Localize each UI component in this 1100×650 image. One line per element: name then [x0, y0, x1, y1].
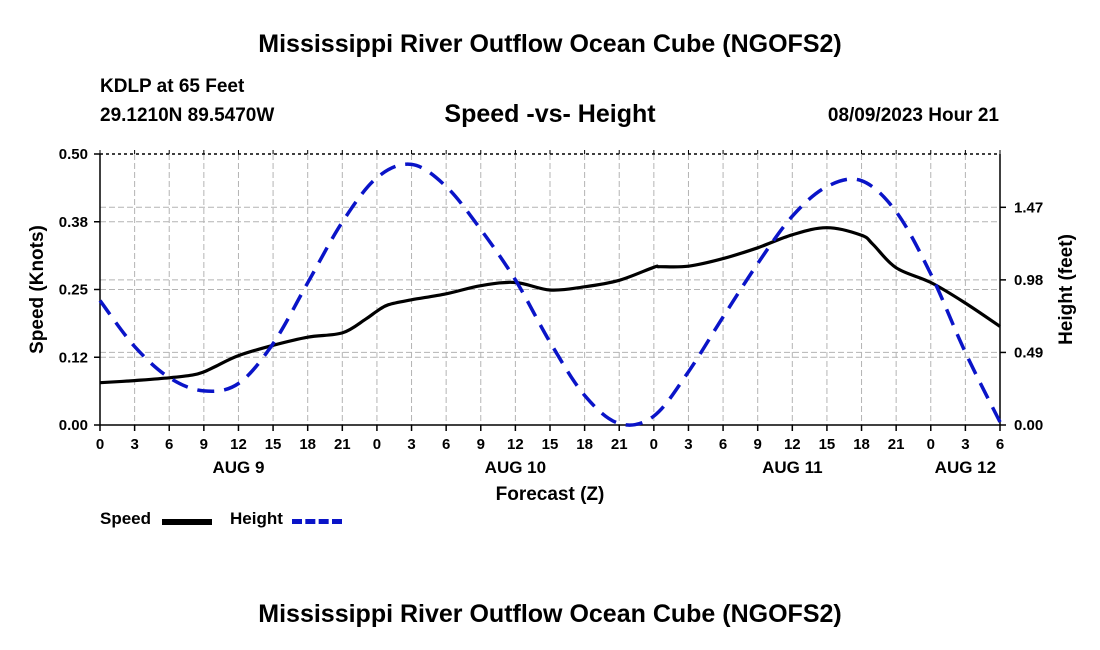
x-tick-label: 3	[130, 436, 138, 453]
x-tick-label: 15	[819, 436, 836, 453]
x-axis-title: Forecast (Z)	[496, 484, 605, 505]
x-tick-label: 18	[853, 436, 870, 453]
x-tick-label: 3	[961, 436, 969, 453]
station-coordinates: 29.1210N 89.5470W	[100, 105, 275, 126]
x-tick-label: 6	[442, 436, 450, 453]
x-day-label: AUG 9	[212, 458, 264, 477]
x-tick-label: 9	[477, 436, 485, 453]
chart-subtitle: Speed -vs- Height	[444, 100, 656, 128]
y2-tick-label: 1.47	[1014, 199, 1043, 216]
x-tick-label: 18	[576, 436, 593, 453]
y2-tick-label: 0.49	[1014, 344, 1043, 361]
y2-tick-label: 0.00	[1014, 417, 1043, 434]
x-tick-label: 3	[407, 436, 415, 453]
y2-axis-title: Height (feet)	[1056, 234, 1077, 345]
x-tick-label: 12	[507, 436, 524, 453]
x-tick-label: 21	[334, 436, 351, 453]
x-tick-label: 12	[784, 436, 801, 453]
x-tick-label: 21	[888, 436, 905, 453]
y-tick-label: 0.38	[59, 214, 88, 231]
x-tick-label: 6	[165, 436, 173, 453]
x-tick-label: 0	[96, 436, 104, 453]
x-tick-label: 18	[299, 436, 316, 453]
y-tick-label: 0.25	[59, 282, 88, 299]
y2-tick-label: 0.98	[1014, 272, 1043, 289]
legend-height-line	[292, 519, 342, 524]
x-tick-label: 15	[265, 436, 282, 453]
speed-series-line	[99, 226, 1001, 385]
x-tick-label: 15	[542, 436, 559, 453]
y-tick-label: 0.50	[59, 146, 88, 163]
x-tick-label: 9	[200, 436, 208, 453]
chart-main-title: Mississippi River Outflow Ocean Cube (NG…	[258, 30, 842, 58]
height-series-line	[98, 162, 1002, 427]
y-axis-title: Speed (Knots)	[27, 225, 48, 354]
y-tick-label: 0.12	[59, 349, 88, 366]
x-tick-label: 0	[650, 436, 658, 453]
legend-speed-line	[162, 519, 212, 525]
x-day-label: AUG 10	[485, 458, 546, 477]
x-day-label: AUG 12	[935, 458, 996, 477]
x-tick-label: 21	[611, 436, 628, 453]
x-tick-label: 6	[719, 436, 727, 453]
x-day-label: AUG 11	[762, 458, 822, 477]
station-label: KDLP at 65 Feet	[100, 76, 245, 97]
legend-speed-label: Speed	[100, 509, 152, 528]
y-tick-label: 0.00	[59, 417, 88, 434]
x-tick-label: 12	[230, 436, 247, 453]
legend-height-label: Height	[230, 509, 283, 528]
x-tick-label: 0	[927, 436, 935, 453]
forecast-datetime: 08/09/2023 Hour 21	[827, 105, 999, 126]
x-tick-label: 6	[996, 436, 1004, 453]
x-tick-label: 0	[373, 436, 381, 453]
x-tick-label: 9	[754, 436, 762, 453]
footer-title: Mississippi River Outflow Ocean Cube (NG…	[258, 600, 842, 628]
x-tick-label: 3	[684, 436, 692, 453]
